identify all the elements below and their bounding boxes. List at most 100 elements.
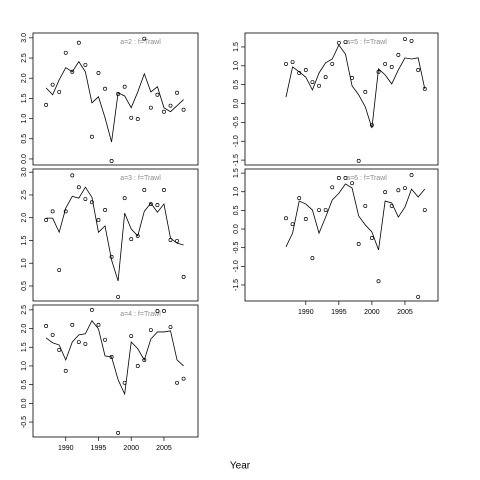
data-point	[181, 107, 186, 112]
fitted-line	[46, 186, 184, 282]
data-point	[356, 241, 361, 246]
data-point	[409, 173, 414, 177]
y-tick-label: 2.0	[21, 324, 28, 334]
data-point	[135, 364, 140, 368]
data-point	[284, 61, 288, 66]
data-point	[155, 309, 160, 313]
data-point	[175, 238, 179, 243]
data-point	[310, 80, 315, 84]
y-tick-label: 0.5	[233, 80, 240, 90]
data-point	[297, 71, 302, 75]
strip-label: a=3 : f=Trawl	[120, 175, 161, 182]
data-point	[122, 380, 127, 385]
data-point	[422, 86, 427, 91]
data-point	[57, 268, 62, 272]
data-point	[416, 294, 421, 299]
data-point	[57, 347, 62, 352]
fitted-line	[285, 44, 426, 129]
y-tick-label: 0.5	[21, 281, 28, 291]
data-point	[330, 61, 335, 66]
x-tick-label: 2000	[123, 445, 139, 452]
data-point	[284, 216, 288, 221]
data-point	[116, 430, 121, 435]
data-point	[403, 186, 407, 190]
data-point	[416, 68, 421, 72]
y-tick-label: 3.0	[21, 167, 28, 177]
data-point	[44, 102, 49, 107]
data-point	[103, 208, 107, 212]
data-point	[310, 256, 315, 261]
data-point	[181, 376, 186, 381]
y-tick-label: -0.5	[21, 416, 28, 428]
data-point	[317, 208, 321, 212]
data-point	[103, 86, 107, 91]
x-tick-label: 1990	[58, 445, 74, 452]
data-point	[290, 60, 295, 64]
data-point	[83, 62, 88, 67]
data-point	[96, 218, 101, 222]
data-point	[363, 203, 368, 208]
data-point	[96, 71, 101, 75]
data-point	[155, 92, 160, 97]
data-point	[343, 40, 348, 45]
data-point	[317, 83, 321, 88]
data-point	[83, 341, 88, 346]
data-point	[89, 134, 94, 139]
data-point	[383, 61, 388, 66]
data-point	[76, 185, 81, 190]
data-point	[135, 233, 140, 238]
y-tick-label: 1.5	[233, 168, 240, 178]
y-tick-label: -1.5	[233, 154, 240, 166]
strip-label: a=6 : f=Trawl	[346, 175, 387, 182]
data-point	[396, 52, 401, 57]
x-axis-label: Year	[230, 461, 251, 472]
data-point	[116, 92, 121, 96]
data-point	[336, 175, 341, 180]
data-point	[350, 181, 355, 186]
data-point	[96, 322, 101, 327]
data-point	[369, 123, 374, 127]
x-tick-label: 1995	[331, 309, 347, 316]
data-point	[142, 187, 147, 192]
data-point	[109, 159, 114, 163]
data-point	[70, 173, 75, 178]
data-point	[330, 185, 335, 190]
y-tick-label: 1.5	[21, 342, 28, 352]
data-point	[148, 202, 153, 206]
data-point	[383, 190, 388, 195]
data-point	[129, 237, 134, 242]
data-point	[168, 238, 173, 242]
strip-label: a=4 : f=Trawl	[120, 311, 161, 318]
data-point	[155, 203, 160, 207]
data-point	[70, 322, 75, 327]
y-tick-label: 2.0	[21, 213, 28, 223]
data-point	[109, 355, 114, 359]
data-point	[350, 75, 355, 80]
data-point	[297, 196, 302, 201]
data-point	[142, 36, 147, 41]
data-point	[63, 209, 68, 214]
data-point	[175, 380, 179, 385]
data-point	[363, 89, 368, 94]
data-point	[323, 75, 328, 80]
data-point	[148, 105, 153, 110]
data-point	[403, 37, 407, 41]
data-point	[175, 90, 179, 95]
y-tick-label: 0.0	[21, 398, 28, 408]
data-point	[129, 115, 134, 120]
data-point	[168, 325, 173, 330]
data-point	[148, 328, 153, 333]
panel-frame	[32, 168, 199, 302]
x-tick-label: 2005	[156, 445, 172, 452]
y-tick-label: 1.5	[21, 235, 28, 245]
data-point	[376, 279, 381, 284]
y-tick-label: 3.0	[21, 33, 28, 43]
data-point	[290, 222, 295, 227]
y-tick-label: 0.5	[21, 134, 28, 144]
data-point	[44, 218, 49, 222]
data-point	[336, 40, 341, 45]
data-point	[70, 69, 75, 74]
data-point	[89, 200, 94, 205]
data-point	[89, 307, 94, 312]
